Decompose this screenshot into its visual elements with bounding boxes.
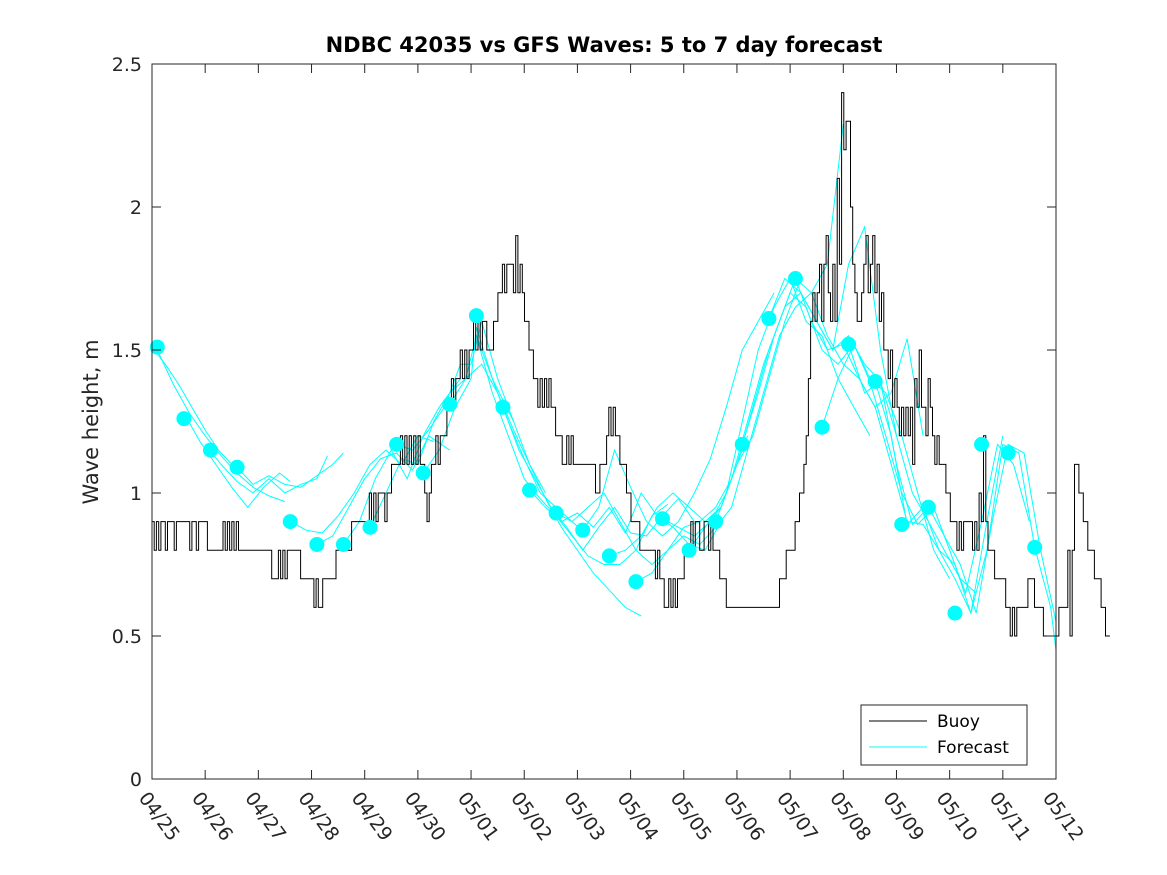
legend: Buoy Forecast (860, 704, 1028, 766)
legend-forecast-label: Forecast (937, 738, 1009, 758)
forecast-line (741, 291, 951, 580)
forecast-marker (415, 465, 431, 481)
buoy-line (152, 92, 1110, 637)
forecast-marker (522, 482, 538, 498)
forecast-marker (654, 511, 670, 527)
forecast-marker (947, 605, 963, 621)
forecast-line (316, 435, 451, 545)
forecast-marker (920, 499, 936, 515)
forecast-marker (787, 271, 803, 286)
forecast-line (662, 277, 871, 537)
forecast-marker (974, 436, 990, 452)
forecast-marker (575, 522, 591, 538)
forecast-marker (176, 411, 192, 427)
chart-title: NDBC 42035 vs GFS Waves: 5 to 7 day fore… (326, 33, 883, 57)
forecast-marker (149, 339, 165, 355)
forecast-marker (548, 505, 564, 521)
forecast-marker (681, 542, 697, 558)
forecast-marker (628, 574, 644, 590)
forecast-line (715, 277, 924, 522)
forecast-line (204, 444, 328, 494)
series-layer (149, 92, 1110, 651)
y-axis-label: Wave height, m (79, 339, 103, 504)
forecast-line (151, 346, 233, 465)
forecast-line (582, 292, 775, 537)
forecast-marker (814, 419, 830, 435)
forecast-line (768, 277, 977, 594)
y-tick-label: 0 (130, 769, 142, 791)
forecast-marker (841, 336, 857, 352)
forecast-marker (282, 514, 298, 530)
forecast-marker (442, 396, 458, 412)
forecast-line (555, 435, 749, 566)
forecast-line (794, 278, 1004, 615)
forecast-marker (761, 311, 777, 327)
forecast-line (236, 452, 344, 488)
forecast-marker (867, 373, 883, 389)
forecast-marker (202, 442, 218, 458)
y-tick-label: 2 (130, 197, 142, 219)
forecast-marker (362, 519, 378, 535)
legend-box (860, 704, 1028, 766)
forecast-marker (309, 536, 325, 552)
forecast-line (396, 319, 546, 494)
forecast-marker (335, 536, 351, 552)
forecast-line (635, 124, 844, 583)
y-tick-label: 2.5 (112, 54, 142, 76)
forecast-marker (229, 459, 245, 475)
y-tick-label: 1.5 (112, 340, 142, 362)
forecast-line (848, 344, 1057, 622)
forecast-line (290, 435, 434, 534)
forecast-line (156, 349, 286, 503)
forecast-line (369, 334, 515, 528)
forecast-marker (495, 399, 511, 415)
forecast-marker (601, 548, 617, 564)
forecast-marker (734, 436, 750, 452)
forecast-marker (389, 436, 405, 452)
y-tick-label: 0.5 (112, 626, 142, 648)
plot-frame (151, 63, 1057, 780)
forecast-marker (894, 516, 910, 532)
forecast-line (183, 412, 291, 509)
forecast-line (821, 343, 1030, 595)
plot-area (152, 64, 1056, 779)
legend-buoy-label: Buoy (937, 712, 980, 732)
forecast-marker (1000, 445, 1016, 461)
forecast-marker (1027, 539, 1043, 555)
forecast-marker (708, 514, 724, 530)
forecast-marker (468, 308, 484, 324)
y-tick-label: 1 (130, 483, 142, 505)
